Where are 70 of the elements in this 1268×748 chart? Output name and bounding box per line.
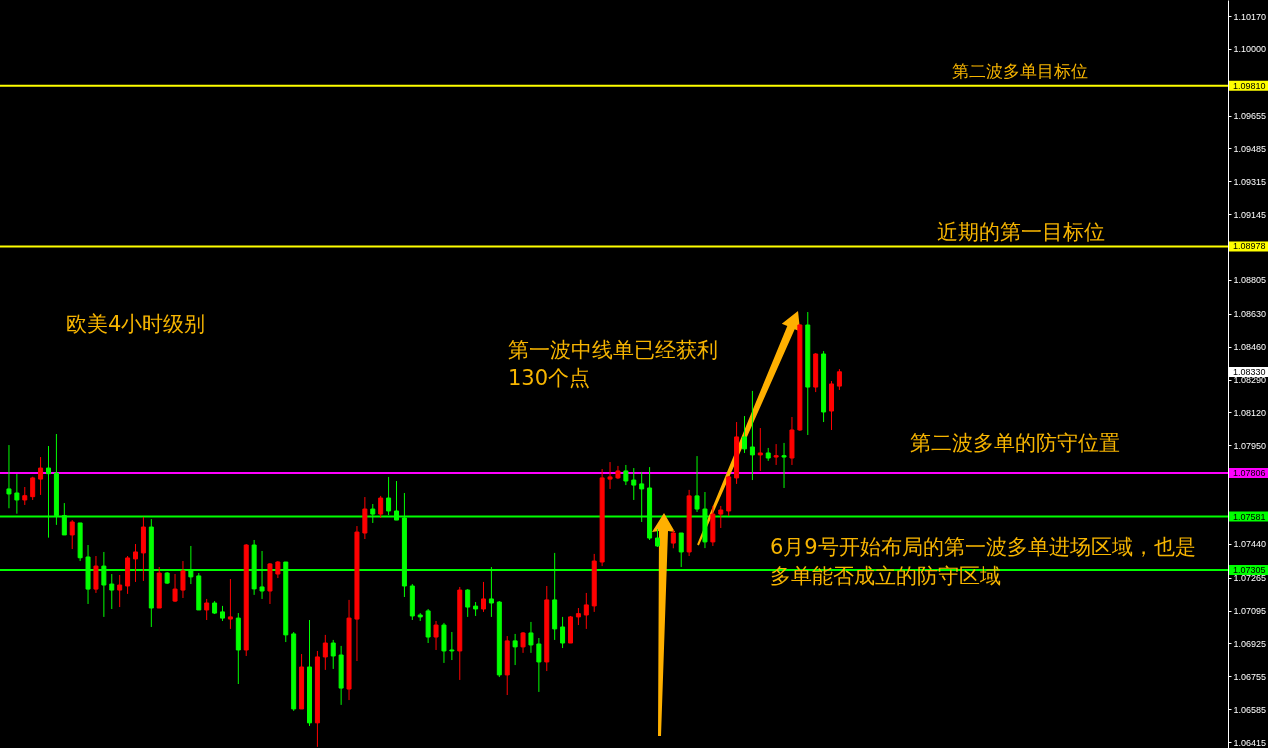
ref-line-label: 1.07581: [1233, 511, 1266, 522]
y-tick-label: 1.10000: [1233, 44, 1267, 55]
y-tick-label: 1.06415: [1233, 737, 1267, 748]
y-tick-label: 1.07440: [1233, 539, 1267, 550]
text: 1.08330: [1233, 367, 1266, 377]
candlestick: [512, 633, 518, 666]
ref-line-label: 1.08978: [1233, 241, 1266, 252]
y-tick-label: 1.09315: [1233, 176, 1267, 187]
candlestick: [631, 467, 637, 501]
ref-line-label: 1.07305: [1233, 564, 1266, 575]
candlestick: [781, 442, 787, 489]
candlestick: [757, 427, 763, 472]
candlestick: [322, 634, 328, 671]
candlestick: [536, 637, 542, 693]
annotation: 第一波中线单已经获利130个点: [508, 338, 718, 390]
y-tick-label: 1.08630: [1233, 309, 1267, 320]
candlestick: [742, 415, 747, 454]
y-tick-label: 1.08290: [1233, 375, 1267, 386]
y-tick-label: 1.07095: [1233, 606, 1267, 617]
y-tick-label: 1.08120: [1233, 407, 1267, 418]
candlestick: [227, 578, 233, 630]
candlestick: [330, 639, 336, 670]
annotation: 第二波多单的防守位置: [910, 431, 1120, 455]
candlestick: [520, 631, 526, 654]
candlestick: [749, 390, 755, 481]
candlestick: [362, 496, 368, 540]
candlestick: [109, 573, 115, 610]
candlestick: [93, 555, 99, 594]
candlestick: [6, 444, 12, 509]
candlestick: [718, 505, 724, 529]
candlestick: [678, 532, 684, 568]
candlestick: [69, 519, 75, 550]
candlestick: [14, 473, 20, 515]
y-tick-label: 1.06585: [1233, 704, 1267, 715]
candlestick: [607, 461, 613, 490]
y-tick-label: 1.08805: [1233, 275, 1267, 286]
candlestick: [836, 368, 842, 391]
candlestick: [623, 464, 629, 486]
y-tick-label: 1.09655: [1233, 111, 1267, 122]
ref-line-label: 1.07806: [1233, 468, 1266, 479]
candlestick: [172, 573, 178, 603]
ref-line-label: 1.09810: [1233, 80, 1266, 91]
candlestick: [180, 560, 186, 599]
y-tick-label: 1.08460: [1233, 342, 1267, 353]
y-tick-label: 1.07950: [1233, 440, 1267, 451]
annotation: 6月9号开始布局的第一波多单进场区域，也是多单能否成立的防守区域: [770, 535, 1196, 588]
candlestick: [670, 529, 676, 549]
candlestick: [133, 543, 138, 583]
candlestick: [465, 588, 471, 618]
y-tick-label: 1.06925: [1233, 638, 1267, 649]
candlestick: [528, 621, 534, 654]
candlestick: [433, 620, 439, 651]
y-tick-label: 1.06755: [1233, 671, 1267, 682]
candlestick: [117, 574, 123, 608]
y-tick-label: 1.07265: [1233, 573, 1267, 584]
candlestick: [773, 443, 779, 466]
y-tick-label: 1.09145: [1233, 209, 1267, 220]
candlestick: [694, 455, 700, 513]
annotation: 第二波多单目标位: [952, 61, 1088, 81]
candlestick: [204, 598, 210, 621]
candlestick: [481, 581, 486, 613]
candlestick: [449, 631, 455, 661]
candlestick: [38, 456, 44, 496]
candlestick: [378, 495, 384, 519]
candlestick: [583, 592, 589, 630]
candlestick: [560, 616, 566, 649]
y-tick-label: 1.09485: [1233, 143, 1267, 154]
annotation: 近期的第一目标位: [937, 220, 1105, 244]
text: 欧美4小时级别: [66, 312, 206, 336]
y-tick-label: 1.10170: [1233, 11, 1267, 22]
